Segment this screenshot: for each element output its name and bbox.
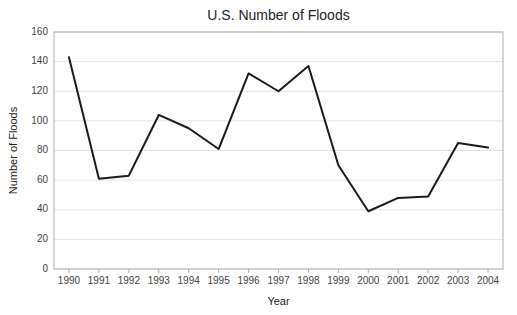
chart-container: 0204060801001201401601990199119921993199… bbox=[0, 0, 517, 315]
x-axis-label: Year bbox=[267, 295, 290, 307]
x-tick-label: 1990 bbox=[58, 275, 81, 286]
x-tick-label: 1994 bbox=[178, 275, 201, 286]
x-tick-label: 2001 bbox=[387, 275, 410, 286]
y-tick-label: 140 bbox=[31, 55, 48, 66]
grid-line bbox=[54, 61, 503, 62]
grid-line bbox=[54, 150, 503, 151]
y-tick-label: 40 bbox=[37, 203, 49, 214]
x-tick bbox=[98, 269, 99, 273]
grid-line bbox=[54, 120, 503, 121]
x-tick-label: 1999 bbox=[327, 275, 350, 286]
x-tick bbox=[248, 269, 249, 273]
x-tick-label: 1996 bbox=[237, 275, 260, 286]
x-tick-label: 2000 bbox=[357, 275, 380, 286]
y-tick-label: 100 bbox=[31, 115, 48, 126]
line bbox=[69, 57, 488, 211]
y-tick-label: 120 bbox=[31, 85, 48, 96]
x-tick-label: 2002 bbox=[417, 275, 440, 286]
x-tick-label: 1993 bbox=[148, 275, 171, 286]
y-tick-label: 160 bbox=[31, 26, 48, 37]
x-tick bbox=[278, 269, 279, 273]
x-tick bbox=[488, 269, 489, 273]
plot-frame bbox=[54, 32, 503, 269]
x-tick-label: 1991 bbox=[88, 275, 111, 286]
y-tick-label: 60 bbox=[37, 174, 49, 185]
x-tick-label: 1992 bbox=[118, 275, 141, 286]
x-tick bbox=[338, 269, 339, 273]
x-tick bbox=[368, 269, 369, 273]
x-tick-label: 2004 bbox=[477, 275, 500, 286]
x-tick bbox=[398, 269, 399, 273]
grid-line bbox=[54, 180, 503, 181]
y-tick-label: 20 bbox=[37, 233, 49, 244]
y-tick-label: 0 bbox=[42, 263, 48, 274]
grid-line bbox=[54, 239, 503, 240]
series bbox=[69, 57, 488, 211]
x-tick-label: 1995 bbox=[208, 275, 231, 286]
x-axis: 1990 1991 1992 1993 1994 1995 1996 1997 1998 1999… bbox=[58, 269, 500, 286]
y-tick-label: 80 bbox=[37, 144, 49, 155]
grid-line bbox=[54, 209, 503, 210]
x-tick bbox=[158, 269, 159, 273]
x-tick bbox=[458, 269, 459, 273]
x-tick-label: 2003 bbox=[447, 275, 470, 286]
y-axis-label: Number of Floods bbox=[7, 106, 19, 194]
chart: 0204060801001201401601990199119921993199… bbox=[0, 0, 517, 315]
grid bbox=[54, 32, 503, 269]
x-tick-label: 1998 bbox=[297, 275, 320, 286]
x-tick bbox=[128, 269, 129, 273]
title: U.S. Number of Floods bbox=[207, 7, 349, 23]
x-tick bbox=[428, 269, 429, 273]
x-tick-label: 1997 bbox=[267, 275, 290, 286]
x-tick bbox=[218, 269, 219, 273]
y-axis: 0 20 40 60 80 100 120 140 160 bbox=[31, 26, 48, 274]
x-tick bbox=[308, 269, 309, 273]
x-tick bbox=[68, 269, 69, 273]
x-tick bbox=[188, 269, 189, 273]
